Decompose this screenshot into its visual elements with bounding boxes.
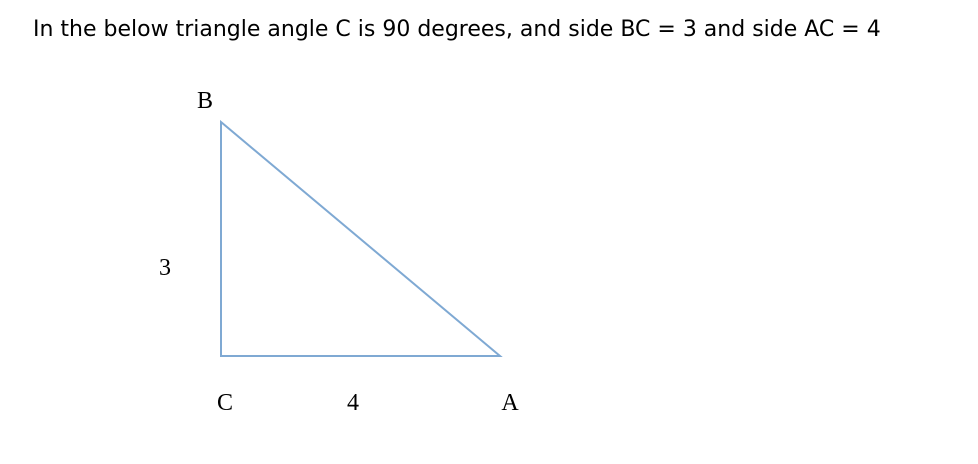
problem-statement: In the below triangle angle C is 90 degr… xyxy=(33,17,881,42)
side-bc-length: 3 xyxy=(159,255,171,281)
vertex-b-label: B xyxy=(197,88,213,114)
vertex-a-label: A xyxy=(501,390,519,416)
vertex-c-label: C xyxy=(217,390,233,416)
triangle-abc xyxy=(220,119,503,357)
side-ca-length: 4 xyxy=(347,390,359,416)
